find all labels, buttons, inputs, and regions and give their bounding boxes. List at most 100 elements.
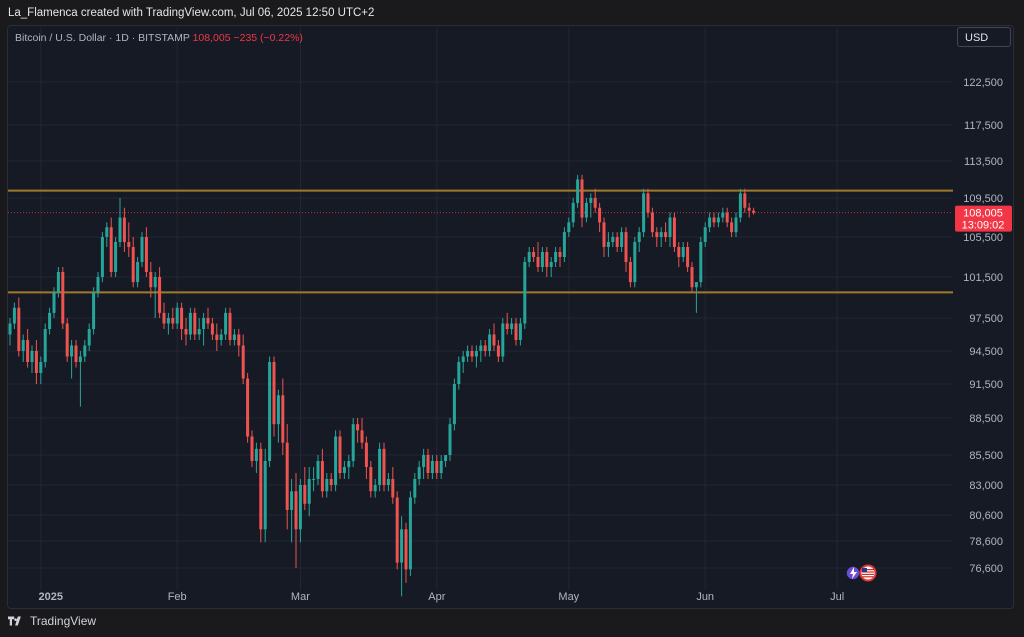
- candle-body: [395, 497, 399, 563]
- candle-body: [338, 436, 342, 473]
- candle-body: [628, 262, 632, 283]
- x-tick-label: May: [558, 591, 579, 603]
- candle-body: [492, 334, 496, 346]
- candle-body: [593, 198, 597, 208]
- currency-button[interactable]: USD: [957, 27, 1011, 47]
- candle-body: [34, 351, 38, 373]
- candle-body: [347, 461, 351, 467]
- time-axis: 2025 Feb Mar Apr May Jun Jul: [39, 591, 845, 603]
- candle-body: [105, 227, 109, 237]
- candle-body: [166, 318, 170, 324]
- candle-body: [743, 193, 747, 208]
- candle-body: [8, 323, 12, 335]
- candle-body: [488, 334, 492, 351]
- candle-body: [523, 262, 527, 324]
- candle-body: [655, 232, 659, 237]
- candle-body: [681, 247, 685, 257]
- symbol-label: Bitcoin / U.S. Dollar · 1D · BITSTAMP: [15, 32, 190, 44]
- candle-body: [268, 362, 272, 461]
- candle-body: [461, 356, 465, 362]
- candle-body: [527, 252, 531, 262]
- candle-body: [536, 257, 540, 267]
- candle-body: [118, 217, 122, 242]
- y-tick-label: 94,500: [969, 346, 1003, 358]
- candle-body: [501, 323, 505, 357]
- candle-body: [624, 232, 628, 262]
- candle-body: [620, 232, 624, 247]
- candle-body: [598, 207, 602, 223]
- candle-body: [224, 312, 228, 335]
- last-price-tag: [955, 205, 1012, 232]
- candle-body: [470, 351, 474, 357]
- candle-body: [356, 424, 360, 431]
- candle-body: [290, 491, 294, 510]
- candle-body: [325, 479, 329, 492]
- candle-body: [303, 485, 307, 504]
- horizontal-levels: [8, 189, 953, 294]
- candle-body: [725, 212, 729, 223]
- y-tick-label: 78,600: [969, 536, 1003, 548]
- candle-body: [386, 479, 390, 485]
- y-tick-label: 105,500: [963, 232, 1003, 244]
- candle-body: [114, 242, 118, 272]
- candle-body: [510, 323, 514, 329]
- candle-body: [149, 272, 153, 288]
- candle-body: [254, 448, 258, 461]
- candle-body: [206, 318, 210, 324]
- candle-body: [413, 479, 417, 498]
- x-tick-label: Feb: [168, 591, 187, 603]
- x-tick-label: 2025: [39, 591, 63, 603]
- candle-body: [734, 217, 738, 233]
- candle-body: [100, 237, 104, 277]
- candle-body: [435, 461, 439, 473]
- y-tick-label: 101,500: [963, 272, 1003, 284]
- candle-body: [127, 242, 131, 247]
- candle-body: [479, 345, 483, 351]
- candle-body: [294, 491, 298, 530]
- candle-body: [272, 362, 276, 425]
- candle-body: [686, 247, 690, 267]
- candle-body: [180, 307, 184, 329]
- chart-caption: La_Flamenca created with TradingView.com…: [8, 7, 375, 19]
- candle-body: [285, 442, 289, 510]
- candle-body: [580, 179, 584, 218]
- us-flag-stripe: [862, 576, 874, 578]
- candle-body: [12, 307, 16, 324]
- candle-body: [48, 312, 52, 329]
- candle-body: [373, 485, 377, 492]
- candle-body: [202, 318, 206, 329]
- footer-brand[interactable]: TradingView: [8, 614, 96, 628]
- candle-body: [61, 272, 65, 324]
- candle-body: [694, 282, 698, 288]
- candle-body: [584, 202, 588, 218]
- candle-body: [96, 277, 100, 293]
- candle-body: [162, 312, 166, 324]
- symbol-legend: Bitcoin / U.S. Dollar · 1D · BITSTAMP 10…: [15, 32, 303, 44]
- candle-body: [677, 247, 681, 257]
- candle-body: [545, 252, 549, 267]
- candle-body: [554, 252, 558, 262]
- candle-body: [417, 467, 421, 479]
- candle-body: [197, 329, 201, 335]
- candle-body: [171, 318, 175, 324]
- candle-body: [659, 232, 663, 237]
- candle-body: [391, 479, 395, 498]
- y-tick-label: 113,500: [964, 156, 1003, 168]
- candle-body: [567, 222, 571, 233]
- candle-body: [237, 334, 241, 346]
- candle-body: [466, 351, 470, 357]
- candle-body: [307, 479, 311, 504]
- candle-body: [92, 292, 96, 329]
- candle-body: [70, 345, 74, 357]
- candle-body: [188, 312, 192, 335]
- candle-body: [426, 455, 430, 473]
- candle-body: [730, 222, 734, 233]
- y-tick-label: 122,500: [963, 77, 1003, 89]
- candle-body: [21, 340, 25, 351]
- candle-body: [699, 242, 703, 283]
- candle-body: [589, 198, 593, 203]
- candle-body: [43, 329, 47, 362]
- y-tick-label: 109,500: [963, 193, 1003, 205]
